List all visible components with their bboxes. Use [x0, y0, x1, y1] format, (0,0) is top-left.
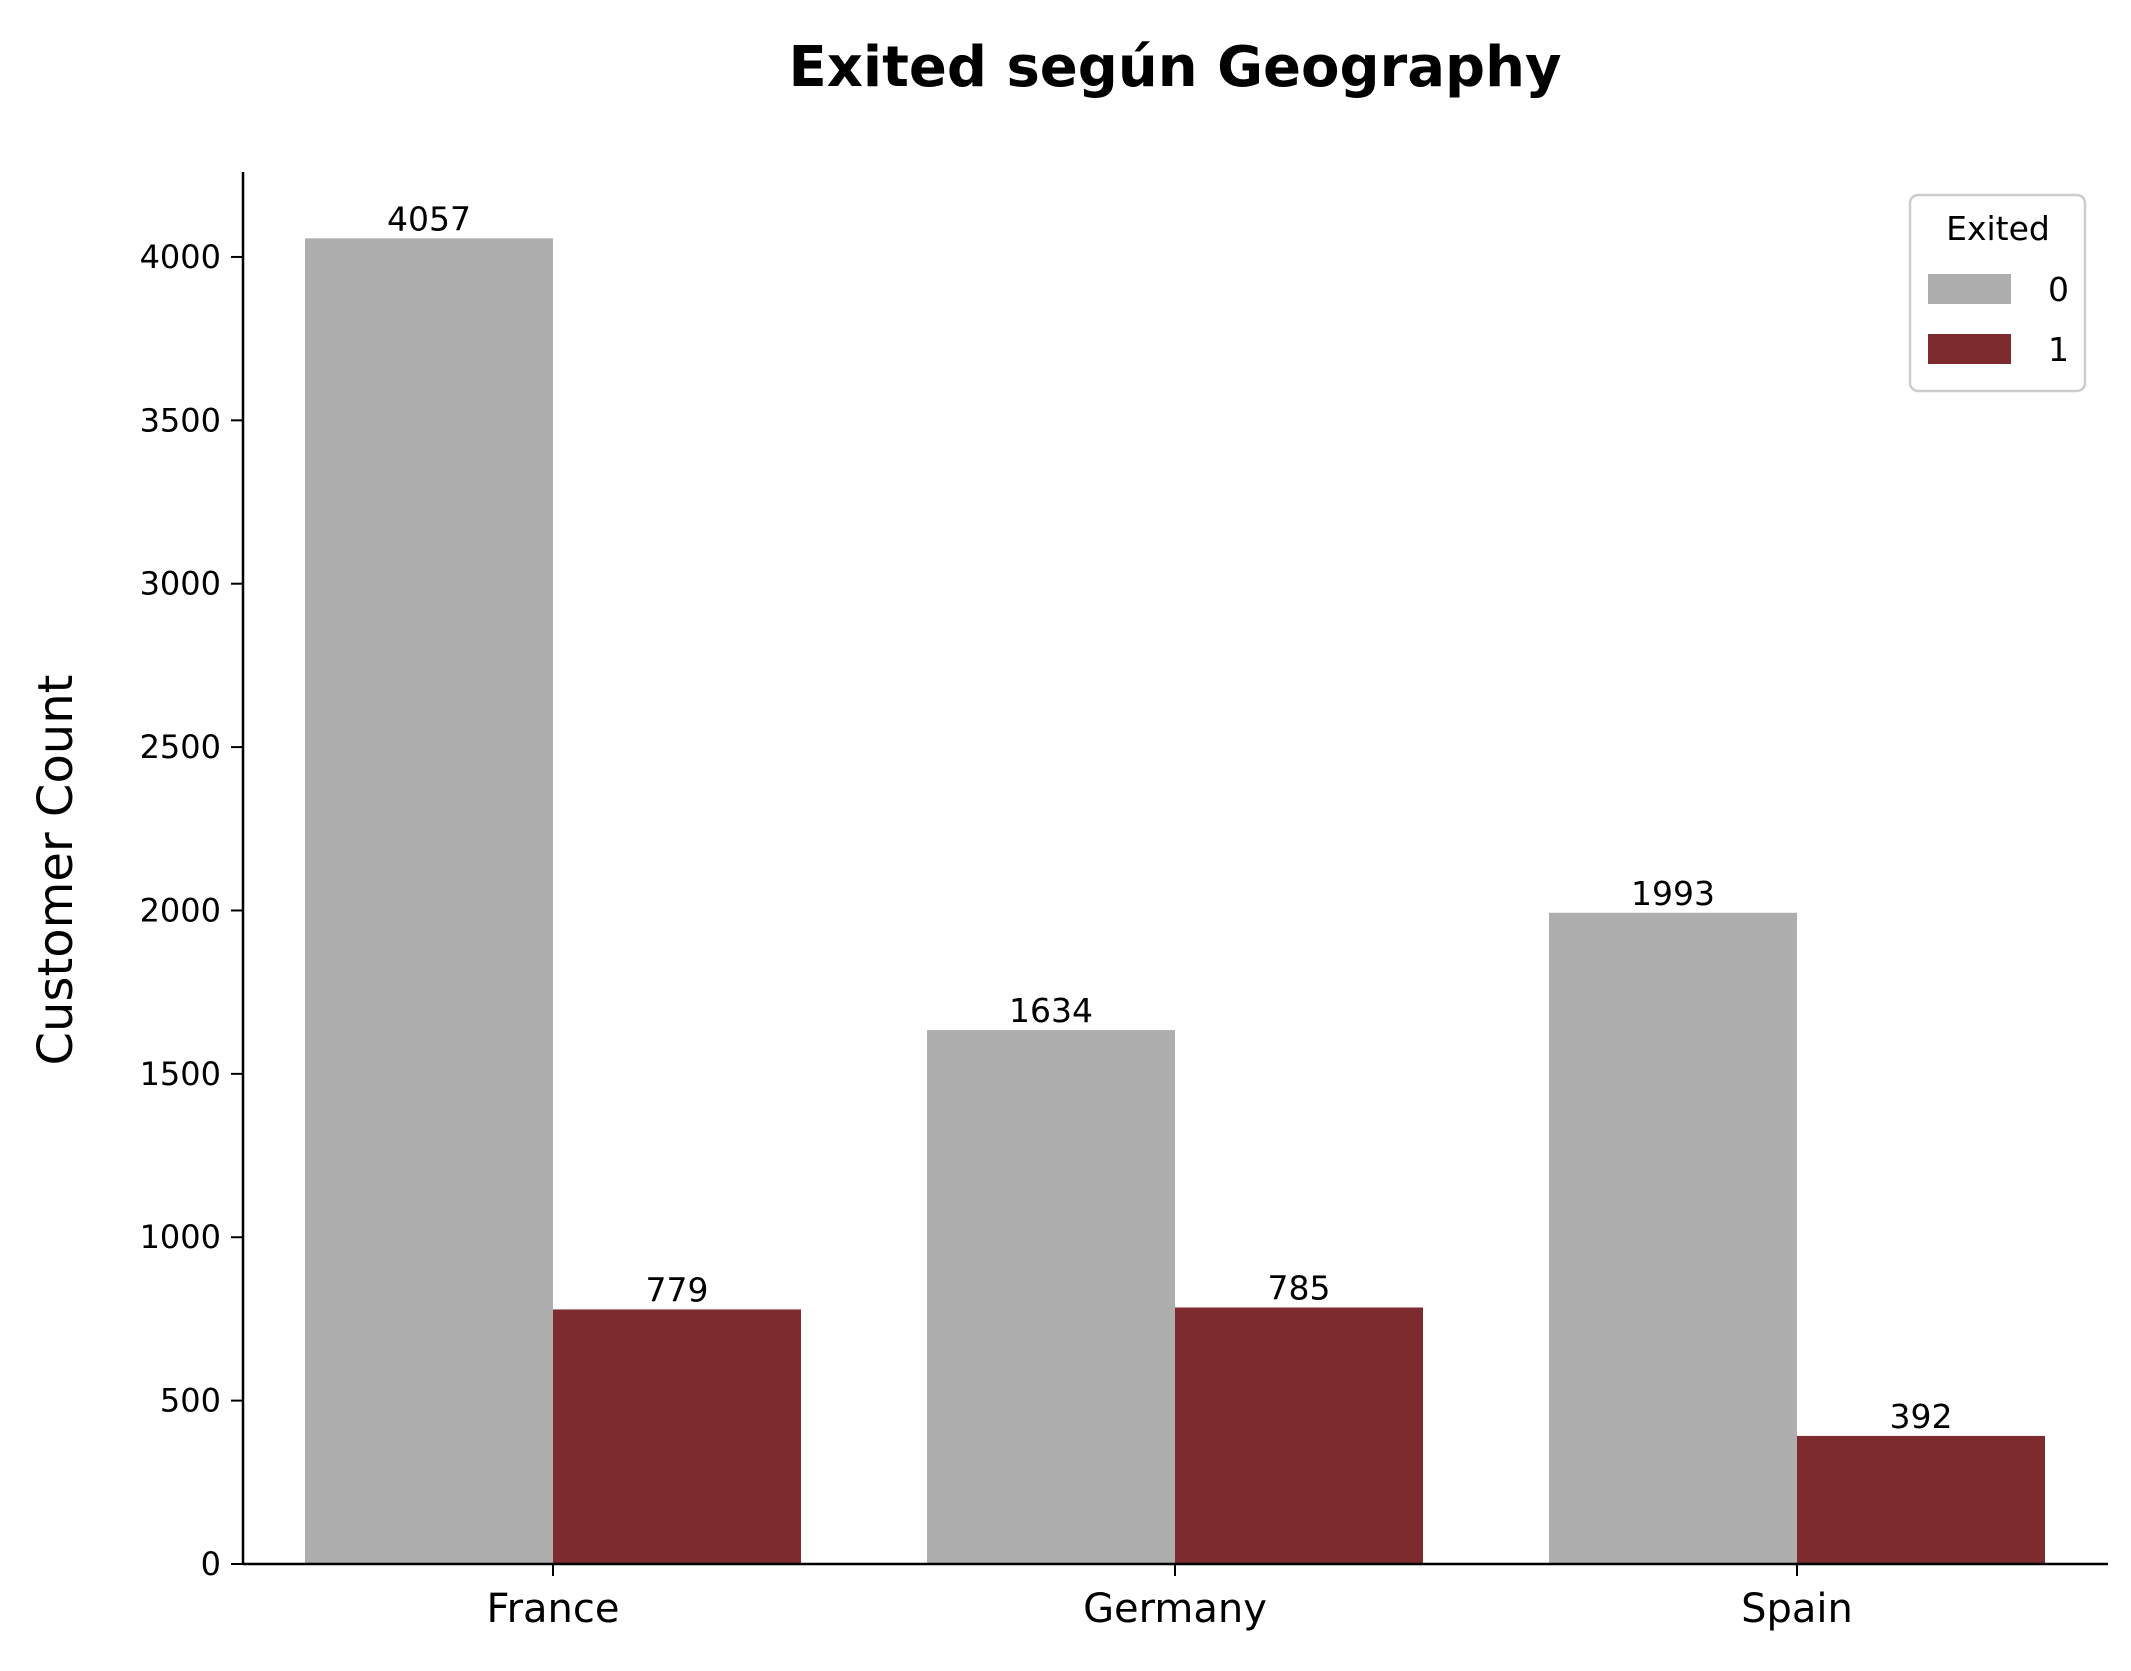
y-tick-label: 500: [160, 1382, 221, 1420]
y-tick-label: 1000: [140, 1218, 221, 1256]
data-label-spain-exited-1: 392: [1890, 1397, 1953, 1436]
bar-france-exited-0: [305, 238, 553, 1564]
y-axis-ticks: 0 500 1000 1500 2000 2500 3000 3500 4000: [140, 238, 243, 1583]
data-label-germany-exited-0: 1634: [1009, 991, 1093, 1030]
y-tick-label: 4000: [140, 238, 221, 276]
data-label-germany-exited-1: 785: [1268, 1268, 1331, 1307]
legend-swatch-exited-0: [1928, 274, 2011, 304]
y-tick-label: 0: [201, 1545, 221, 1583]
legend-title: Exited: [1946, 209, 2050, 248]
legend-swatch-exited-1: [1928, 334, 2011, 364]
y-tick-label: 3000: [140, 565, 221, 603]
y-tick-label: 2000: [140, 891, 221, 929]
y-tick-label: 2500: [140, 728, 221, 766]
data-label-france-exited-1: 779: [646, 1270, 709, 1309]
bar-spain-exited-1: [1797, 1435, 2045, 1564]
bar-germany-exited-1: [1175, 1307, 1423, 1564]
y-tick-label: 3500: [140, 401, 221, 439]
data-labels: 4057 779 1634 785 1993 392: [387, 199, 1952, 1436]
bar-germany-exited-0: [927, 1030, 1175, 1564]
x-tick-label-germany: Germany: [1083, 1586, 1267, 1632]
x-axis-ticks: France Germany Spain: [486, 1564, 1853, 1632]
data-label-spain-exited-0: 1993: [1631, 874, 1715, 913]
bars: [305, 238, 2045, 1564]
x-tick-label-spain: Spain: [1741, 1586, 1853, 1632]
bar-france-exited-1: [553, 1309, 801, 1564]
data-label-france-exited-0: 4057: [387, 199, 471, 238]
legend: Exited 0 1: [1908, 193, 2087, 393]
legend-label-exited-1: 1: [2048, 330, 2069, 369]
y-axis-label: Customer Count: [28, 675, 84, 1066]
legend-label-exited-0: 0: [2048, 270, 2069, 309]
y-tick-label: 1500: [140, 1055, 221, 1093]
chart-title: Exited según Geography: [789, 35, 1562, 100]
x-tick-label-france: France: [486, 1586, 619, 1632]
bar-spain-exited-0: [1549, 912, 1797, 1564]
